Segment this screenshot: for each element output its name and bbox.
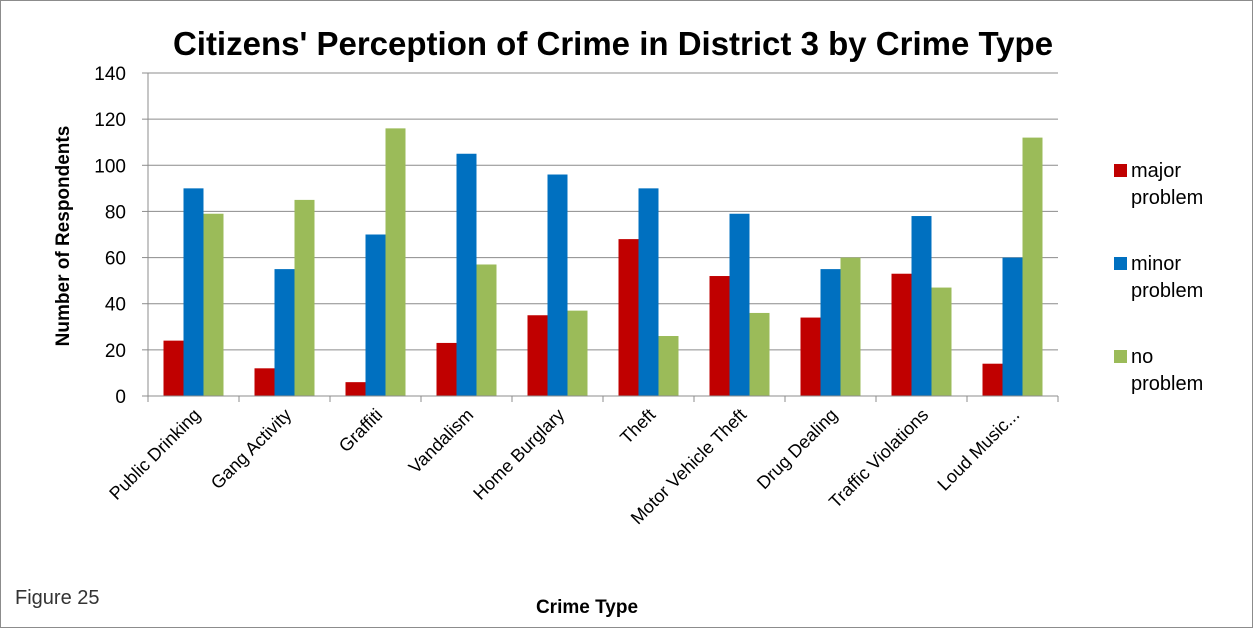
legend-label-line: no	[1131, 346, 1153, 368]
bar-minor-problem	[183, 188, 204, 396]
x-tick-label: Public Drinking	[105, 405, 204, 504]
bar-no-problem	[931, 287, 952, 396]
legend-label-line: problem	[1131, 373, 1203, 395]
legend-swatch	[1114, 164, 1127, 177]
x-tick-label: Traffic Violations	[825, 405, 932, 512]
bar-major-problem	[436, 342, 457, 396]
bar-minor-problem	[274, 269, 295, 396]
bar-major-problem	[982, 363, 1003, 396]
x-tick-label: Graffiti	[335, 405, 386, 456]
y-axis-title: Number of Respondents	[53, 126, 74, 347]
y-tick-label: 100	[94, 156, 126, 177]
legend-swatch	[1114, 257, 1127, 270]
y-tick-label: 40	[105, 295, 126, 316]
chart-title: Citizens' Perception of Crime in Distric…	[173, 25, 1053, 62]
bar-minor-problem	[1002, 257, 1023, 396]
legend-swatch	[1114, 350, 1127, 363]
y-tick-label: 0	[115, 387, 126, 408]
y-tick-label: 120	[94, 110, 126, 131]
bar-no-problem	[1022, 137, 1043, 396]
bar-minor-problem	[638, 188, 659, 396]
bar-no-problem	[294, 199, 315, 396]
bars	[163, 128, 1043, 396]
bar-minor-problem	[456, 153, 477, 396]
x-axis-title: Crime Type	[536, 597, 638, 618]
x-tick-label: Loud Music...	[933, 405, 1023, 495]
bar-no-problem	[567, 310, 588, 396]
legend-label-line: minor	[1131, 253, 1181, 275]
bar-no-problem	[476, 264, 497, 396]
x-tick-label: Theft	[616, 405, 659, 448]
x-tick-label: Home Burglary	[469, 405, 568, 504]
y-tick-label: 20	[105, 341, 126, 362]
figure-caption: Figure 25	[15, 587, 100, 609]
bar-minor-problem	[911, 216, 932, 396]
x-tick-label: Vandalism	[405, 405, 478, 478]
legend-label: no problem	[1131, 346, 1203, 395]
x-tick-label: Gang Activity	[207, 405, 295, 493]
bar-major-problem	[891, 273, 912, 396]
bar-no-problem	[658, 336, 679, 396]
bar-major-problem	[800, 317, 821, 396]
bar-minor-problem	[729, 213, 750, 396]
bar-major-problem	[254, 368, 275, 396]
bar-major-problem	[345, 382, 366, 396]
bar-minor-problem	[547, 174, 568, 396]
bar-no-problem	[203, 213, 224, 396]
legend-label-line: problem	[1131, 187, 1203, 209]
bar-major-problem	[709, 276, 730, 396]
legend-label: major problem	[1131, 160, 1203, 209]
y-tick-label: 80	[105, 202, 126, 223]
bar-no-problem	[385, 128, 406, 396]
bar-major-problem	[163, 340, 184, 396]
y-tick-label: 60	[105, 249, 126, 270]
bar-no-problem	[749, 312, 770, 396]
bar-major-problem	[618, 239, 639, 396]
bar-minor-problem	[365, 234, 386, 396]
bar-minor-problem	[820, 269, 841, 396]
x-tick-label: Drug Dealing	[753, 405, 841, 493]
y-tick-label: 140	[94, 64, 126, 85]
legend-label: minor problem	[1131, 253, 1203, 302]
legend-label-line: problem	[1131, 280, 1203, 302]
x-axis-labels: Public Drinking Gang Activity Graffiti Vand…	[105, 405, 1023, 529]
axes	[147, 73, 1059, 402]
legend-label-line: major	[1131, 160, 1181, 182]
bar-no-problem	[840, 257, 861, 396]
legend: major problem minor problem no problem	[1114, 160, 1203, 395]
y-axis-ticks: 0 20 40 60 80 100 120 140	[94, 64, 148, 408]
bar-major-problem	[527, 315, 548, 396]
